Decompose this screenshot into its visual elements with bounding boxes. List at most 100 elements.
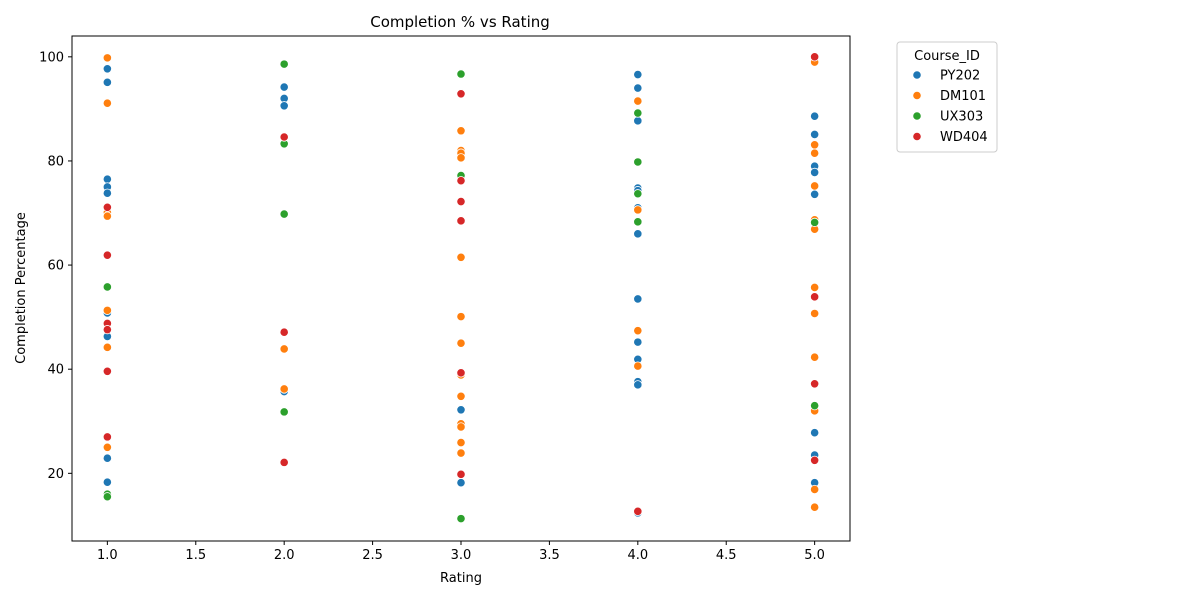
data-point [456, 252, 466, 262]
data-point [456, 338, 466, 348]
data-point [810, 455, 820, 465]
data-point [102, 98, 112, 108]
data-point [456, 176, 466, 186]
series-dm101 [102, 53, 820, 512]
data-point [279, 407, 289, 417]
data-point [810, 140, 820, 150]
data-point [810, 428, 820, 438]
x-tick-label: 3.5 [539, 548, 560, 563]
data-point [102, 342, 112, 352]
data-point [102, 442, 112, 452]
legend-marker [912, 131, 922, 142]
data-point [810, 502, 820, 512]
data-point [633, 361, 643, 371]
data-point [456, 448, 466, 458]
data-point [279, 132, 289, 142]
x-tick-label: 5.0 [804, 548, 825, 563]
x-axis: 1.0 1.5 2.0 2.5 3.0 3.5 4.0 4.5 5.0 [97, 541, 825, 563]
data-point [456, 216, 466, 226]
legend-label: DM101 [940, 89, 986, 104]
x-tick-label: 2.0 [274, 548, 295, 563]
data-point [456, 469, 466, 479]
data-point [810, 129, 820, 139]
data-point [102, 77, 112, 87]
x-tick-label: 1.5 [185, 548, 206, 563]
data-point [279, 101, 289, 111]
plot-area [71, 35, 851, 542]
data-point [633, 157, 643, 167]
y-axis: 20 40 60 80 100 [39, 50, 72, 482]
data-point [102, 211, 112, 221]
data-point [102, 202, 112, 212]
data-point [456, 368, 466, 378]
data-point [810, 484, 820, 495]
chart-title: Completion % vs Rating [370, 13, 550, 31]
data-point [279, 209, 289, 219]
data-point [456, 126, 466, 136]
legend-label: PY202 [940, 69, 980, 84]
data-point [633, 380, 643, 390]
series-wd404 [102, 52, 820, 516]
data-point [633, 96, 643, 106]
data-point [279, 384, 289, 394]
data-point [102, 432, 112, 442]
x-tick-label: 2.5 [362, 548, 383, 563]
data-point [102, 282, 112, 292]
data-point [810, 292, 820, 302]
legend-marker [912, 70, 922, 80]
data-point [633, 83, 643, 93]
data-point [456, 514, 466, 524]
y-tick-label: 40 [47, 363, 64, 378]
data-point [633, 229, 643, 239]
data-point [456, 391, 466, 401]
data-point [633, 189, 643, 199]
data-point [456, 196, 466, 207]
data-point [102, 174, 112, 184]
data-point [633, 108, 643, 118]
data-point [456, 478, 466, 488]
legend-marker [912, 111, 922, 121]
y-tick-label: 20 [47, 467, 64, 482]
data-point [810, 167, 820, 178]
legend-label: UX303 [940, 110, 983, 125]
data-point [633, 69, 643, 80]
data-point [810, 148, 820, 158]
data-point [810, 217, 820, 227]
plot-frame [71, 35, 851, 542]
data-point [810, 181, 820, 191]
data-point [810, 52, 820, 62]
legend-label: WD404 [940, 130, 988, 145]
data-point [633, 116, 643, 126]
data-point [633, 506, 643, 516]
data-point [102, 53, 112, 63]
data-point [456, 69, 466, 79]
data-point [456, 405, 466, 415]
data-point [102, 477, 112, 487]
legend-frame [896, 41, 998, 153]
legend-title: Course_ID [914, 49, 980, 64]
legend: Course_ID PY202 DM101 UX303 WD404 [896, 41, 998, 153]
data-point [810, 379, 820, 389]
data-point [810, 189, 820, 199]
data-point [279, 327, 289, 337]
x-tick-label: 4.5 [716, 548, 737, 563]
legend-marker [912, 90, 922, 101]
data-point [102, 305, 112, 315]
data-point [102, 366, 112, 376]
data-point [102, 453, 112, 463]
data-point [810, 352, 820, 362]
data-point [456, 438, 466, 448]
data-point [633, 217, 643, 227]
y-tick-label: 100 [39, 50, 64, 65]
x-axis-label: Rating [440, 571, 482, 586]
data-point [279, 344, 289, 354]
data-point [633, 337, 643, 347]
data-point [102, 325, 112, 335]
data-point [279, 82, 289, 92]
y-axis-label: Completion Percentage [14, 212, 29, 364]
data-point [102, 250, 112, 260]
legend-items: PY202 DM101 UX303 WD404 [912, 69, 988, 145]
data-point [456, 153, 466, 163]
